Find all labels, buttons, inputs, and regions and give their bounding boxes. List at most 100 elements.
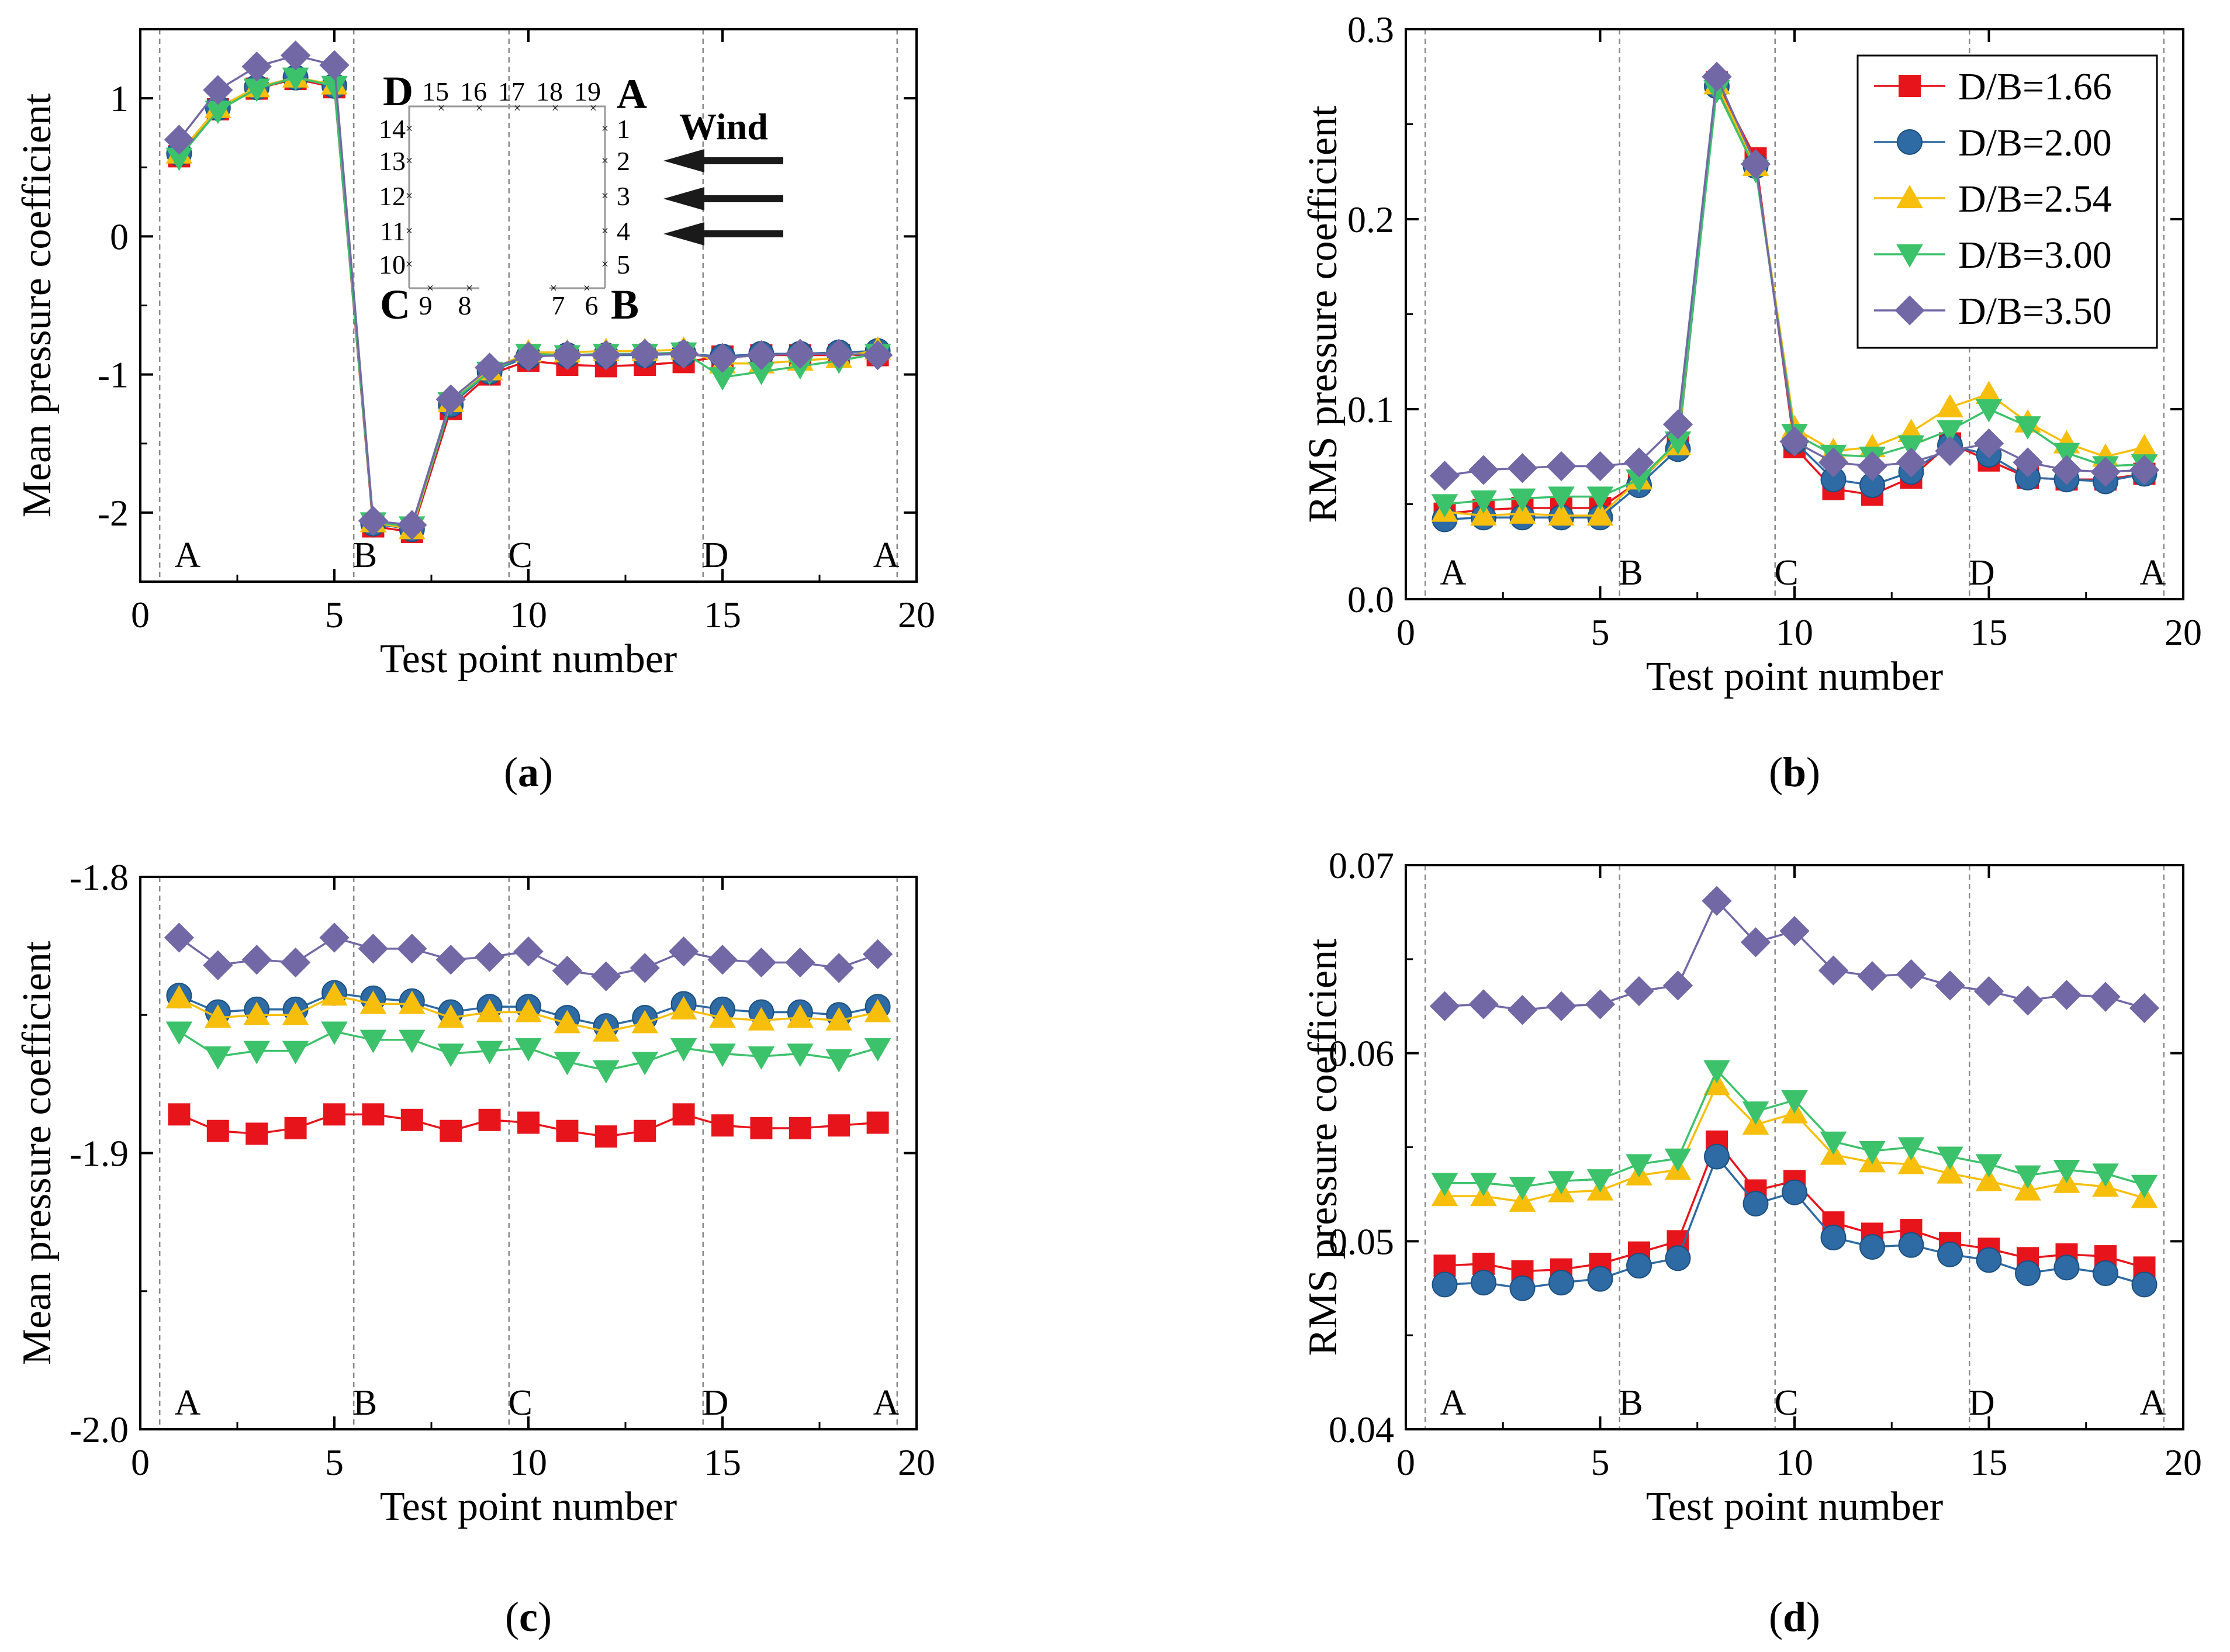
data-point xyxy=(1975,399,2003,423)
data-point xyxy=(1818,447,1849,478)
data-point xyxy=(1742,1101,1769,1125)
edge-letter-b: B xyxy=(353,535,377,575)
data-point xyxy=(205,101,231,125)
inset-corner-d: D xyxy=(383,68,413,115)
inset-left-number: 12 xyxy=(379,181,406,211)
data-point xyxy=(668,936,699,967)
data-point xyxy=(630,953,660,983)
data-point xyxy=(437,1043,464,1067)
data-point xyxy=(1898,1232,1924,1258)
data-point xyxy=(2090,457,2121,487)
inset-tap-mark: × xyxy=(601,153,609,168)
inset-top-number: 15 xyxy=(422,77,449,106)
data-point xyxy=(243,1041,270,1065)
data-point xyxy=(1432,1271,1458,1298)
data-point xyxy=(1585,989,1616,1019)
inset-corner-a: A xyxy=(617,71,647,117)
data-point xyxy=(1626,1154,1652,1178)
legend-marker xyxy=(1896,244,1923,268)
data-point xyxy=(435,945,466,975)
data-point xyxy=(1896,959,1927,990)
data-point xyxy=(862,340,893,371)
edge-letter-b: B xyxy=(1619,553,1643,593)
data-point xyxy=(554,1052,581,1076)
data-point xyxy=(280,40,311,71)
inset-right-number: 5 xyxy=(617,250,630,279)
inset-left-number: 13 xyxy=(379,146,406,176)
data-point xyxy=(670,1038,697,1062)
data-point xyxy=(321,1021,348,1045)
chart-panel-d: 0 5 10 15 20 0.04 0.05 0.06 0.07 Test point numbe… xyxy=(1301,845,2202,1640)
data-point xyxy=(321,982,348,1006)
x-tick-label: 0 xyxy=(1396,1442,1415,1483)
legend: D/B=1.66 D/B=2.00 D/B=2.54 D/B=3.00 D/B=3.50 xyxy=(1856,54,2158,349)
data-point xyxy=(1975,381,2003,405)
data-point xyxy=(241,51,272,82)
data-point xyxy=(435,384,466,414)
data-point xyxy=(707,945,738,975)
inset-outline xyxy=(408,105,606,288)
x-tick-label: 5 xyxy=(325,1442,344,1483)
data-point xyxy=(1587,1266,1613,1292)
x-tick-label: 5 xyxy=(1591,1442,1610,1483)
y-tick-label: -2.0 xyxy=(70,1409,129,1450)
inset-right-number: 2 xyxy=(617,146,630,176)
series-D/B=1.66 xyxy=(168,1103,889,1148)
data-point xyxy=(1624,976,1654,1007)
data-point xyxy=(1509,1188,1536,1212)
data-point xyxy=(746,947,777,978)
data-point xyxy=(1975,1154,2003,1178)
wind-arrow-icon xyxy=(663,187,783,210)
y-tick-label: 0.06 xyxy=(1329,1033,1394,1074)
data-point xyxy=(2129,455,2160,485)
y-axis-label: Mean pressure coefficient xyxy=(15,93,60,517)
x-axis-label: Test point number xyxy=(1646,1484,1943,1529)
data-point xyxy=(1429,991,1460,1021)
data-point xyxy=(2131,1271,2158,1298)
data-point xyxy=(282,67,309,91)
data-point xyxy=(319,50,350,81)
inset-tap-mark: × xyxy=(427,281,434,295)
data-point xyxy=(1470,502,1497,526)
data-point xyxy=(319,922,350,953)
edge-letter-b: B xyxy=(353,1383,377,1423)
x-axis-label: Test point number xyxy=(380,637,677,682)
data-point xyxy=(1935,436,1965,466)
data-point xyxy=(711,1114,734,1137)
inset-right-number: 3 xyxy=(617,181,630,211)
data-point xyxy=(785,947,815,978)
x-tick-label: 5 xyxy=(325,594,344,635)
y-tick-label: 0.2 xyxy=(1347,199,1394,240)
inset-top-number: 19 xyxy=(574,77,601,106)
data-point xyxy=(513,936,544,967)
data-point xyxy=(440,1119,462,1142)
data-point xyxy=(866,1111,889,1134)
data-point xyxy=(824,338,854,369)
data-point xyxy=(1626,1253,1652,1279)
data-point xyxy=(672,1103,695,1126)
data-point xyxy=(1935,970,1965,1001)
inset-tap-mark: × xyxy=(406,121,413,136)
x-axis-label: Test point number xyxy=(380,1484,677,1529)
y-tick-label: 0.05 xyxy=(1329,1221,1394,1262)
y-axis-label: Mean pressure coefficient xyxy=(15,941,60,1365)
data-point xyxy=(748,361,775,385)
data-point xyxy=(1820,1131,1847,1155)
data-point xyxy=(2014,1177,2041,1201)
y-tick-label: 0.07 xyxy=(1329,845,1394,886)
data-point xyxy=(2093,1260,2118,1287)
data-point xyxy=(630,338,660,369)
data-point xyxy=(2092,1163,2119,1187)
data-point xyxy=(1586,502,1614,526)
data-point xyxy=(2090,981,2121,1012)
data-point xyxy=(1897,1150,1925,1174)
x-tick-label: 0 xyxy=(131,594,150,635)
data-point xyxy=(552,956,583,986)
data-point xyxy=(552,340,583,371)
data-point xyxy=(2014,416,2041,440)
data-point xyxy=(1937,1160,1963,1184)
legend-label: D/B=1.66 xyxy=(1958,65,2112,108)
edge-letter-c: C xyxy=(1774,553,1798,593)
